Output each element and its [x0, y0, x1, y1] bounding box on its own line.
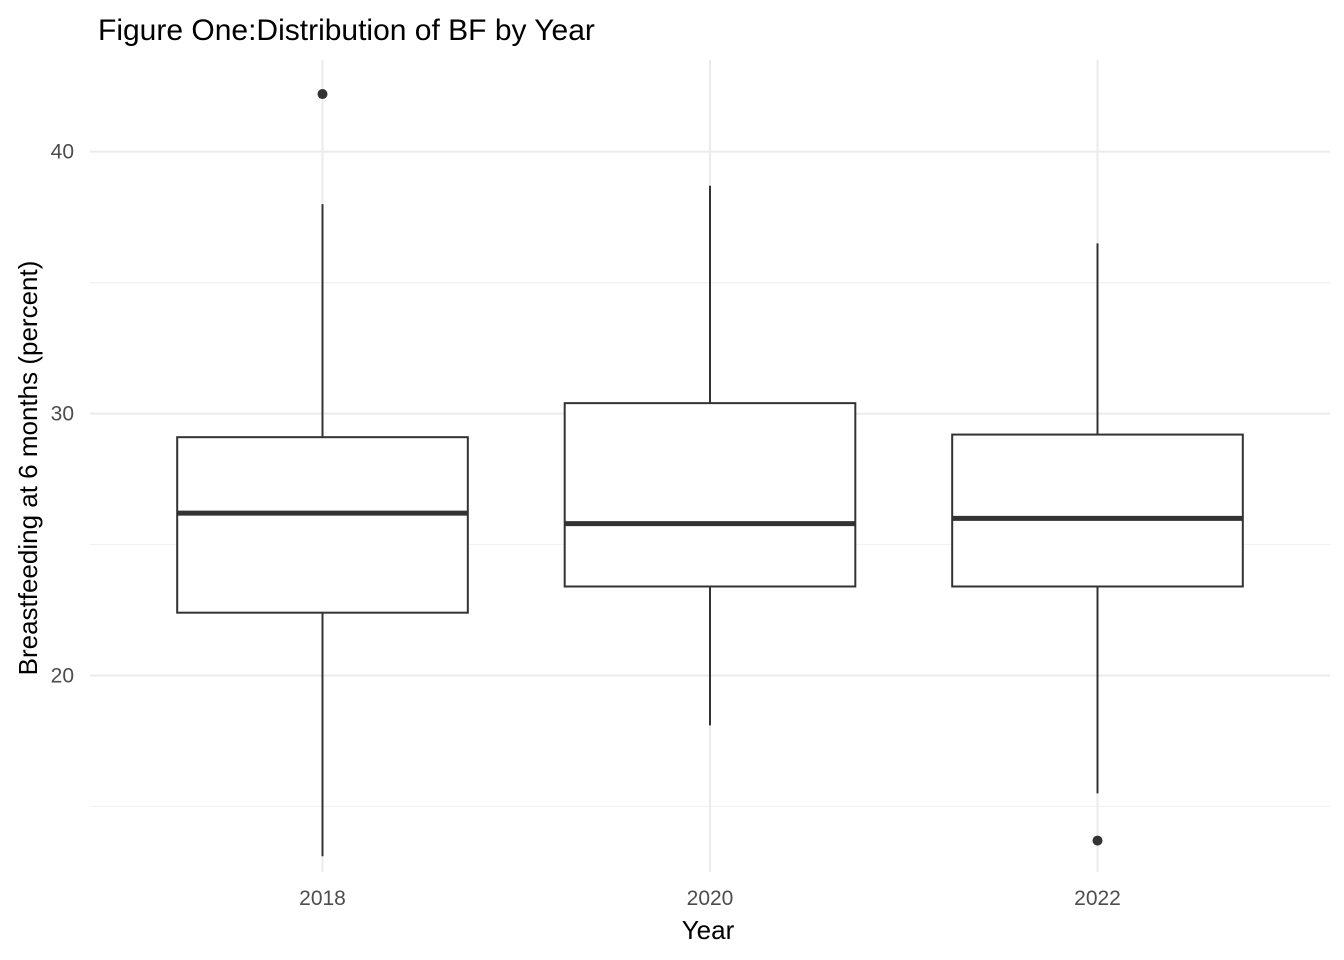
box-body — [176, 436, 469, 614]
y-tick-label: 20 — [51, 665, 74, 688]
box-2020 — [563, 185, 857, 726]
box-body — [563, 402, 857, 588]
y-axis-title: Breastfeeding at 6 months (percent) — [13, 261, 43, 676]
box-2018 — [176, 89, 469, 857]
outlier-point — [1092, 835, 1103, 846]
box-body — [951, 433, 1244, 588]
y-tick-label: 40 — [51, 141, 74, 164]
chart-title: Figure One:Distribution of BF by Year — [98, 14, 595, 47]
y-axis-ticks: 20 30 40 — [51, 141, 74, 688]
outlier-point — [317, 89, 328, 100]
box-2022 — [951, 243, 1244, 846]
x-tick-label: 2018 — [299, 887, 346, 910]
x-tick-label: 2022 — [1074, 887, 1121, 910]
x-axis-ticks: 2018 2020 2022 — [299, 887, 1121, 910]
x-axis-title: Year — [682, 915, 735, 945]
x-tick-label: 2020 — [687, 887, 734, 910]
y-tick-label: 30 — [51, 403, 74, 426]
box-layer — [176, 89, 1244, 857]
